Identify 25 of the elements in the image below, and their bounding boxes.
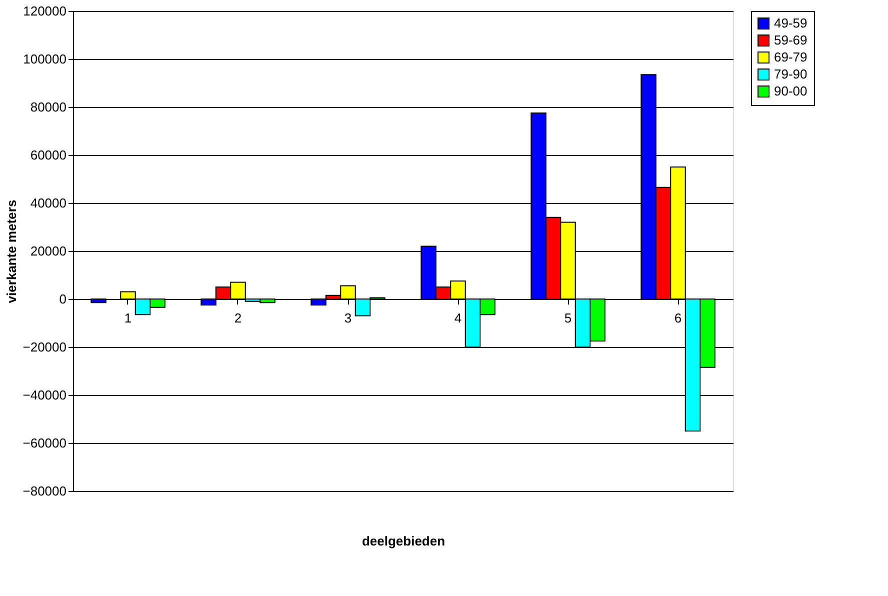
- legend-label: 69-79: [774, 50, 808, 64]
- x-tick-label: 1: [124, 310, 132, 326]
- x-tick-label: 4: [454, 310, 462, 326]
- legend-label: 90-00: [774, 84, 808, 98]
- x-tick-label: 5: [564, 310, 572, 326]
- y-tick-label: −20000: [22, 340, 66, 354]
- y-tick-label: 80000: [30, 100, 66, 114]
- legend-label: 79-90: [774, 66, 808, 82]
- y-tick-label: 120000: [23, 4, 66, 18]
- x-tick-label: 3: [344, 310, 352, 326]
- bar: [90, 298, 106, 304]
- y-tick-label: 60000: [30, 148, 66, 162]
- x-tick-label: 6: [674, 310, 682, 326]
- x-tick-label: 2: [234, 310, 242, 326]
- y-tick-label: −40000: [22, 388, 66, 402]
- legend-label: 59-69: [774, 32, 808, 48]
- y-tick-label: 100000: [23, 52, 66, 66]
- y-tick-label: −60000: [22, 436, 66, 450]
- legend-label: 49-59: [774, 16, 808, 30]
- y-tick-label: −80000: [22, 484, 66, 498]
- x-axis-title: deelgebieden: [362, 534, 446, 548]
- y-tick-label: 0: [59, 292, 66, 306]
- y-tick-label: 20000: [30, 244, 66, 258]
- y-axis-title: vierkante meters: [4, 200, 19, 304]
- y-tick-label: 40000: [30, 196, 66, 210]
